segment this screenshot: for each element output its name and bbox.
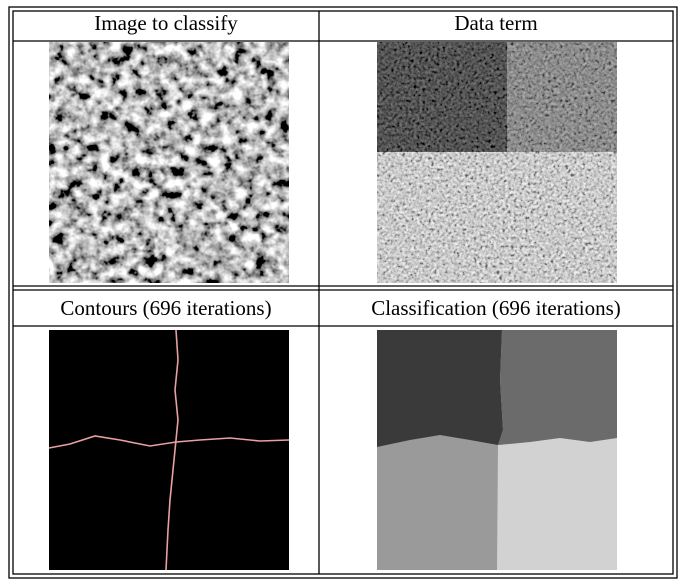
classification-image [377,330,617,570]
data-term-image [377,42,617,283]
cell-title: Image to classify [94,11,238,35]
figure-table: Image to classify Data term Contours (69… [0,0,686,581]
cell-title: Contours (696 iterations) [60,296,271,320]
page: {"cells": [["Image to classify", "Data t… [0,0,686,581]
texture-image [49,42,289,283]
cell-title: Data term [454,11,537,35]
cell-title: Classification (696 iterations) [371,296,621,320]
contours-image [49,330,289,570]
